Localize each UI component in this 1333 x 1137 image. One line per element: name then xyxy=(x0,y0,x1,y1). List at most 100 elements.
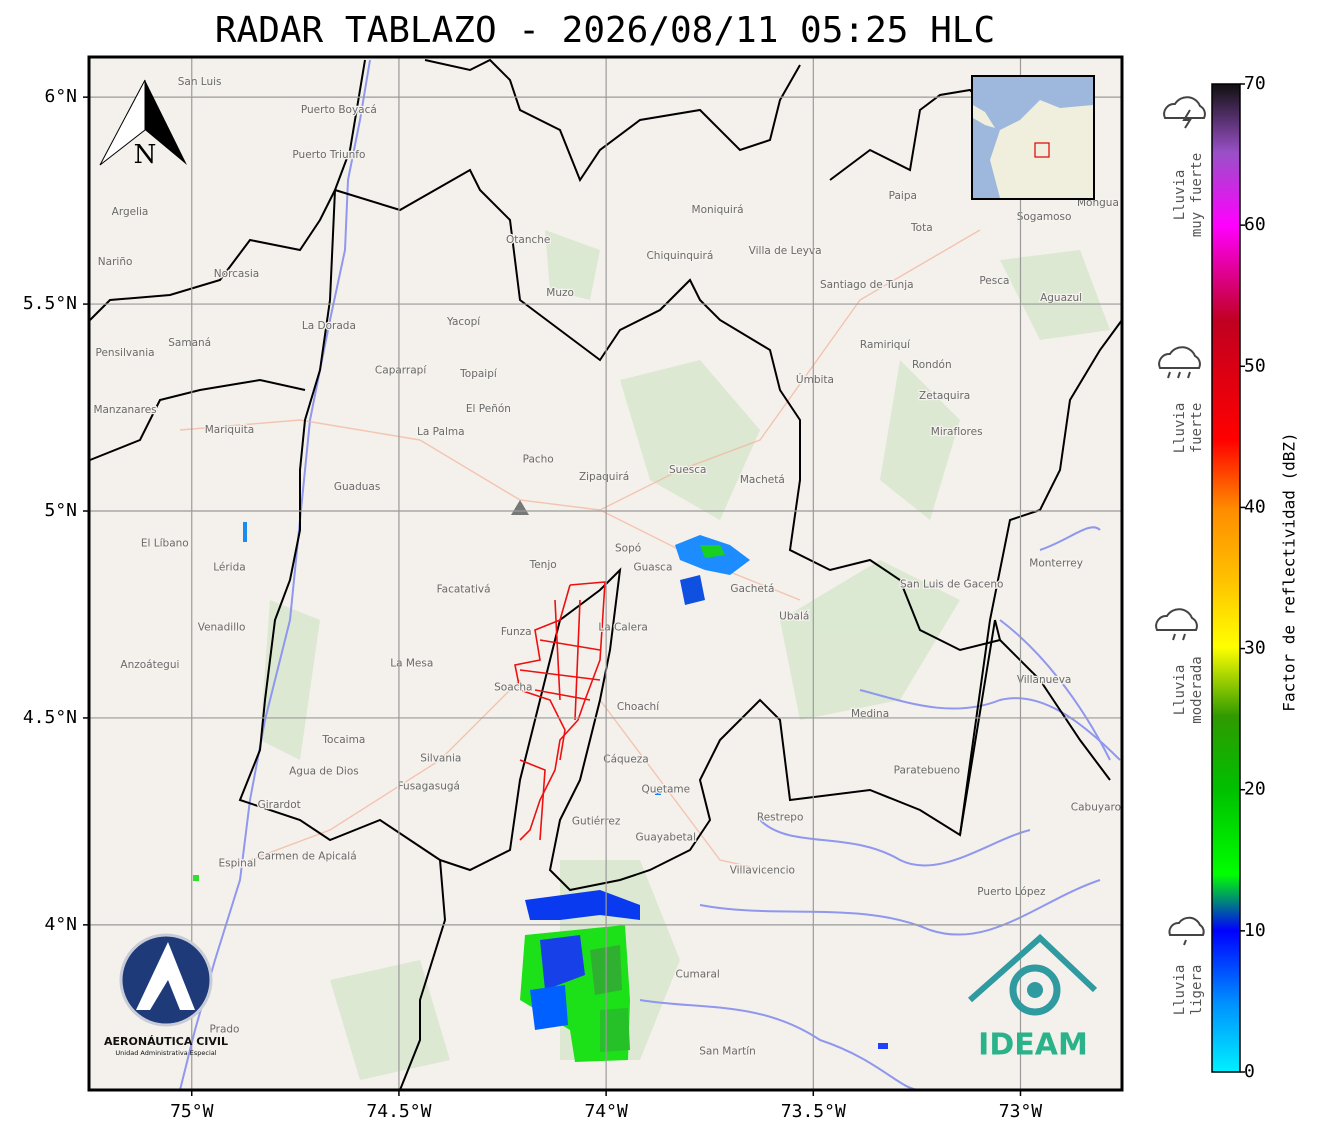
place-label: La Dorada xyxy=(302,320,356,332)
place-label: Espinal xyxy=(218,858,256,870)
place-label: Úmbita xyxy=(796,373,834,386)
rain-category-label: muy fuerte xyxy=(1189,153,1205,237)
y-tick-label: 6°N xyxy=(44,86,77,107)
north-label: N xyxy=(134,140,157,170)
place-label: Anzoátegui xyxy=(120,659,179,671)
place-label: Manzanares xyxy=(93,404,156,416)
place-label: Villavicencio xyxy=(730,865,795,877)
place-label: Gutiérrez xyxy=(572,815,621,827)
colorbar xyxy=(1211,83,1241,1073)
place-label: Paratebueno xyxy=(894,764,960,776)
place-label: Santiago de Tunja xyxy=(820,279,914,291)
colorbar-tick-label: 20 xyxy=(1244,779,1266,800)
place-label: Rondón xyxy=(912,359,952,371)
x-tick-label: 75°W xyxy=(170,1101,214,1122)
place-label: Girardot xyxy=(258,799,301,811)
place-label: El Peñón xyxy=(466,403,511,415)
colorbar-label: Factor de reflectividad (dBZ) xyxy=(1280,432,1299,711)
rain-category-label: Lluvia xyxy=(1172,170,1188,221)
place-label: Paipa xyxy=(889,190,917,202)
place-label: Samaná xyxy=(168,337,211,349)
y-tick-label: 4.5°N xyxy=(23,707,77,728)
x-tick-label: 73°W xyxy=(999,1101,1043,1122)
colorbar-tick-label: 70 xyxy=(1244,73,1266,94)
aerocivil-logo: AERONÁUTICA CIVIL Unidad Administrativa … xyxy=(104,933,228,1057)
x-tick-label: 74°W xyxy=(584,1101,628,1122)
place-label: Pesca xyxy=(979,275,1009,287)
place-label: Cáqueza xyxy=(603,754,649,766)
place-label: Lérida xyxy=(213,562,245,574)
grid xyxy=(89,57,1122,1090)
place-label: Suesca xyxy=(669,464,706,476)
boundaries xyxy=(89,58,1122,1090)
aerocivil-name: AERONÁUTICA CIVIL xyxy=(104,1035,228,1048)
place-label: Moniquirá xyxy=(692,204,744,216)
rain-category-label: moderada xyxy=(1189,656,1205,723)
place-label: Choachí xyxy=(617,701,660,713)
place-label: Pensilvania xyxy=(96,347,155,359)
place-label: Otanche xyxy=(506,234,550,246)
place-label: Quetame xyxy=(641,784,690,796)
place-label: Argelia xyxy=(112,206,149,218)
places: San Luis Puerto Boyacá Puerto Triunfo Argel… xyxy=(92,75,1122,1059)
aerocivil-subtitle: Unidad Administrativa Especial xyxy=(115,1049,216,1057)
place-label: Chiquinquirá xyxy=(646,250,713,262)
y-tick-label: 5.5°N xyxy=(23,293,77,314)
place-label: Mariquita xyxy=(205,424,255,436)
place-label: Zetaquira xyxy=(919,390,970,402)
rain-category-label: ligera xyxy=(1189,965,1205,1016)
place-label: Yacopí xyxy=(446,316,481,328)
place-label: Puerto Triunfo xyxy=(292,149,365,161)
place-label: Venadillo xyxy=(198,622,246,634)
place-label: Carmen de Apicalá xyxy=(257,851,356,863)
rain-category-label: Lluvia xyxy=(1172,665,1188,716)
ideam-logo: IDEAM xyxy=(968,933,1098,1063)
place-label: Cabuyaro xyxy=(1071,802,1121,814)
colorbar-tick-label: 10 xyxy=(1244,920,1266,941)
place-label: Soacha xyxy=(494,682,532,694)
place-label: Restrepo xyxy=(757,812,804,824)
place-label: Villanueva xyxy=(1017,674,1072,686)
place-label: Norcasia xyxy=(214,268,259,280)
colorbar-tick-label: 60 xyxy=(1244,214,1266,235)
place-label: Sogamoso xyxy=(1017,211,1072,223)
place-label: Funza xyxy=(501,626,532,638)
place-label: Silvania xyxy=(420,752,461,764)
colorbar-tick-label: 0 xyxy=(1244,1061,1255,1082)
place-label: Fusagasugá xyxy=(398,781,460,793)
place-label: Cumaral xyxy=(676,969,720,981)
place-label: Tenjo xyxy=(529,559,557,571)
place-label: Aguazul xyxy=(1040,292,1082,304)
place-label: El Líbano xyxy=(141,538,189,550)
place-label: Ubalá xyxy=(779,611,809,623)
y-tick-label: 5°N xyxy=(44,500,77,521)
place-label: Ramiriquí xyxy=(860,339,911,351)
rain-category-label: fuerte xyxy=(1189,403,1205,454)
bogota-streets xyxy=(514,581,606,841)
map: San Luis Puerto Boyacá Puerto Triunfo Argel… xyxy=(89,57,1122,1090)
colorbar-tick-label: 50 xyxy=(1244,355,1266,376)
rain-icons xyxy=(1155,96,1206,946)
x-tick-label: 74.5°W xyxy=(366,1101,431,1122)
place-label: Agua de Dios xyxy=(289,766,359,778)
place-label: La Palma xyxy=(417,426,465,438)
place-label: Topaipí xyxy=(459,368,498,380)
y-tick-label: 4°N xyxy=(44,914,77,935)
place-label: Puerto Boyacá xyxy=(301,104,377,116)
place-label: La Mesa xyxy=(390,658,433,670)
place-label: Facatativá xyxy=(437,584,491,596)
place-label: Zipaquirá xyxy=(579,471,629,483)
place-label: San Luis xyxy=(178,76,222,88)
place-label: La Calera xyxy=(598,622,648,634)
place-label: Tota xyxy=(910,222,933,234)
place-label: Monterrey xyxy=(1029,558,1083,570)
place-label: Sopó xyxy=(615,543,641,555)
place-label: Gachetá xyxy=(730,583,774,595)
place-label: Miraflores xyxy=(931,426,983,438)
place-label: Tocaima xyxy=(321,734,365,746)
north-arrow: N xyxy=(99,79,187,170)
place-label: Guaduas xyxy=(334,481,380,493)
inset-map xyxy=(971,75,1095,200)
place-label: Machetá xyxy=(740,474,785,486)
